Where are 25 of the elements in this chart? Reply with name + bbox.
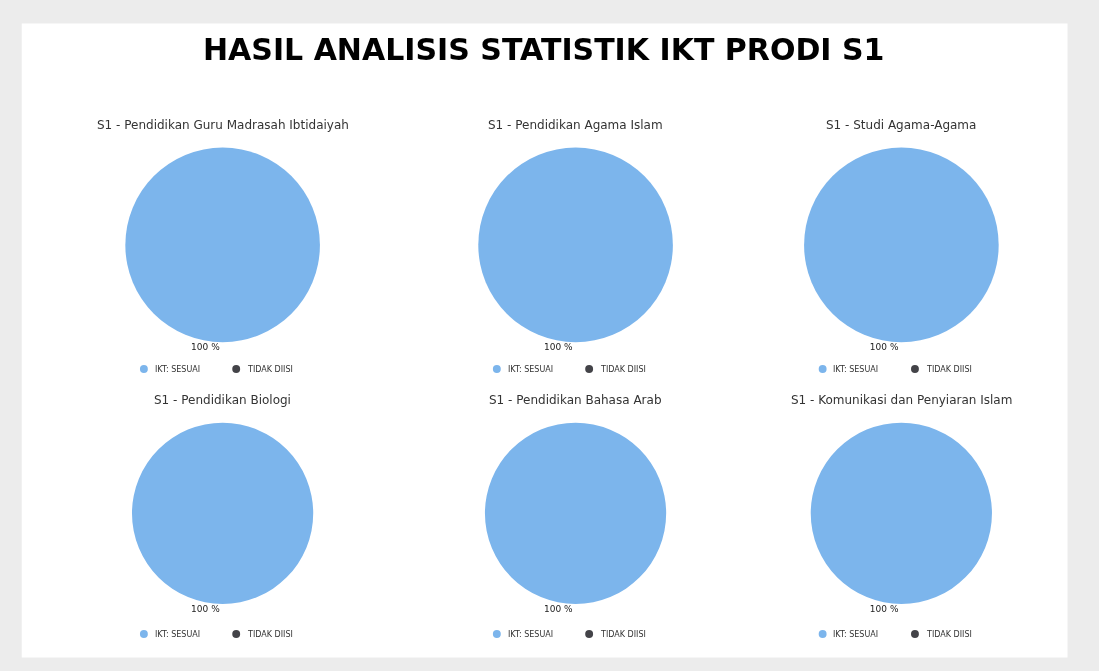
- data-label: 100 %: [869, 603, 899, 614]
- legend-label: IKT: SESUAI: [155, 630, 201, 639]
- chart-title: S1 - Komunikasi dan Penyiaran Islam: [791, 393, 1013, 407]
- legend-label: IKT: SESUAI: [833, 365, 879, 374]
- legend-label: IKT: SESUAI: [833, 630, 879, 639]
- legend-label: TIDAK DIISI: [247, 630, 293, 639]
- legend-label: IKT: SESUAI: [155, 365, 201, 374]
- legend-label: TIDAK DIISI: [247, 365, 293, 374]
- legend-label: TIDAK DIISI: [926, 630, 972, 639]
- chart-title: S1 - Pendidikan Agama Islam: [488, 118, 663, 132]
- chart-title: S1 - Pendidikan Guru Madrasah Ibtidaiyah: [97, 118, 349, 132]
- data-label: 100 %: [544, 603, 574, 614]
- data-label: 100 %: [544, 342, 574, 353]
- text: HASIL ANALISIS STATISTIK IKT PRODI S1: [203, 32, 885, 67]
- chart-title: S1 - Pendidikan Bahasa Arab: [489, 393, 662, 407]
- legend-label: TIDAK DIISI: [600, 365, 646, 374]
- legend-label: IKT: SESUAI: [508, 365, 554, 374]
- chart-title: S1 - Studi Agama-Agama: [826, 118, 977, 132]
- data-label: 100 %: [191, 603, 221, 614]
- data-label: 100 %: [191, 342, 221, 353]
- legend-label: TIDAK DIISI: [926, 365, 972, 374]
- legend-label: IKT: SESUAI: [508, 630, 554, 639]
- chart-title: S1 - Pendidikan Biologi: [154, 393, 291, 407]
- data-label: 100 %: [869, 342, 899, 353]
- legend-label: TIDAK DIISI: [600, 630, 646, 639]
